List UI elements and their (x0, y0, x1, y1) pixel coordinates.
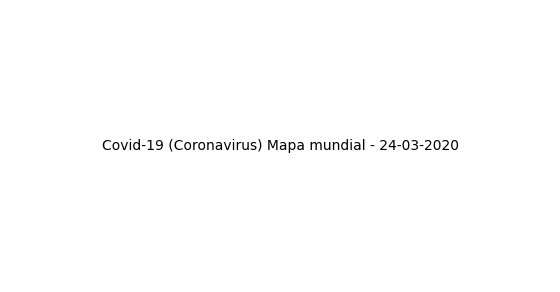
Text: Covid-19 (Coronavirus) Mapa mundial - 24-03-2020: Covid-19 (Coronavirus) Mapa mundial - 24… (101, 139, 459, 153)
